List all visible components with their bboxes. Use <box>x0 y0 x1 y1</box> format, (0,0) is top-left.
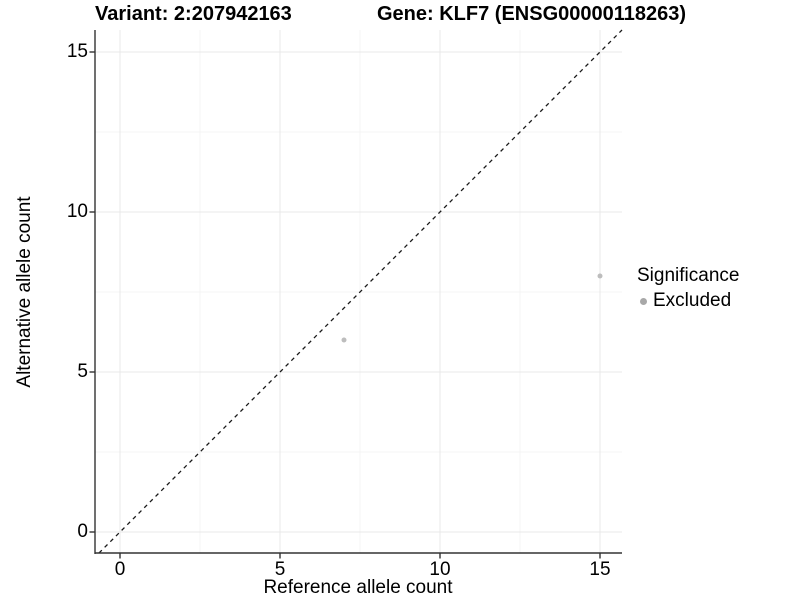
legend-key-dot-icon <box>640 297 647 305</box>
plot-title-gene: Gene: KLF7 (ENSG00000118263) <box>377 3 687 25</box>
legend-item: Excluded <box>640 290 739 312</box>
x-axis-title: Reference allele count <box>263 577 453 598</box>
x-tick-label: 5 <box>274 559 286 580</box>
x-tick-label: 10 <box>429 559 451 580</box>
y-tick-label: 10 <box>66 201 88 222</box>
identity-dashed-line <box>98 29 623 554</box>
legend: Significance Excluded <box>637 265 739 312</box>
x-tick-label: 0 <box>114 559 126 580</box>
y-axis-title: Alternative allele count <box>14 196 35 388</box>
y-tick-label: 5 <box>77 361 88 382</box>
data-point <box>341 337 347 343</box>
y-tick-label: 0 <box>77 521 88 542</box>
y-tick-label: 15 <box>66 41 88 62</box>
legend-title: Significance <box>637 265 740 286</box>
legend-item-label: Excluded <box>653 290 732 311</box>
legend-items: Excluded <box>637 290 739 312</box>
plot-title-variant: Variant: 2:207942163 <box>95 3 292 25</box>
x-tick-label: 15 <box>589 559 611 580</box>
data-point <box>597 273 603 279</box>
